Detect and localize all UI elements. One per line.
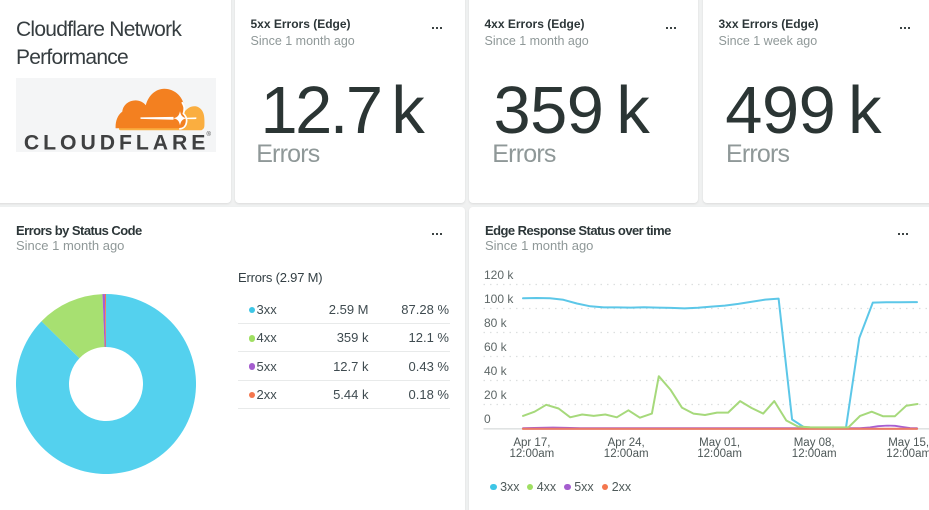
svg-text:®: ® [207,131,212,138]
svg-text:CLOUDFLARE: CLOUDFLARE [24,131,206,152]
